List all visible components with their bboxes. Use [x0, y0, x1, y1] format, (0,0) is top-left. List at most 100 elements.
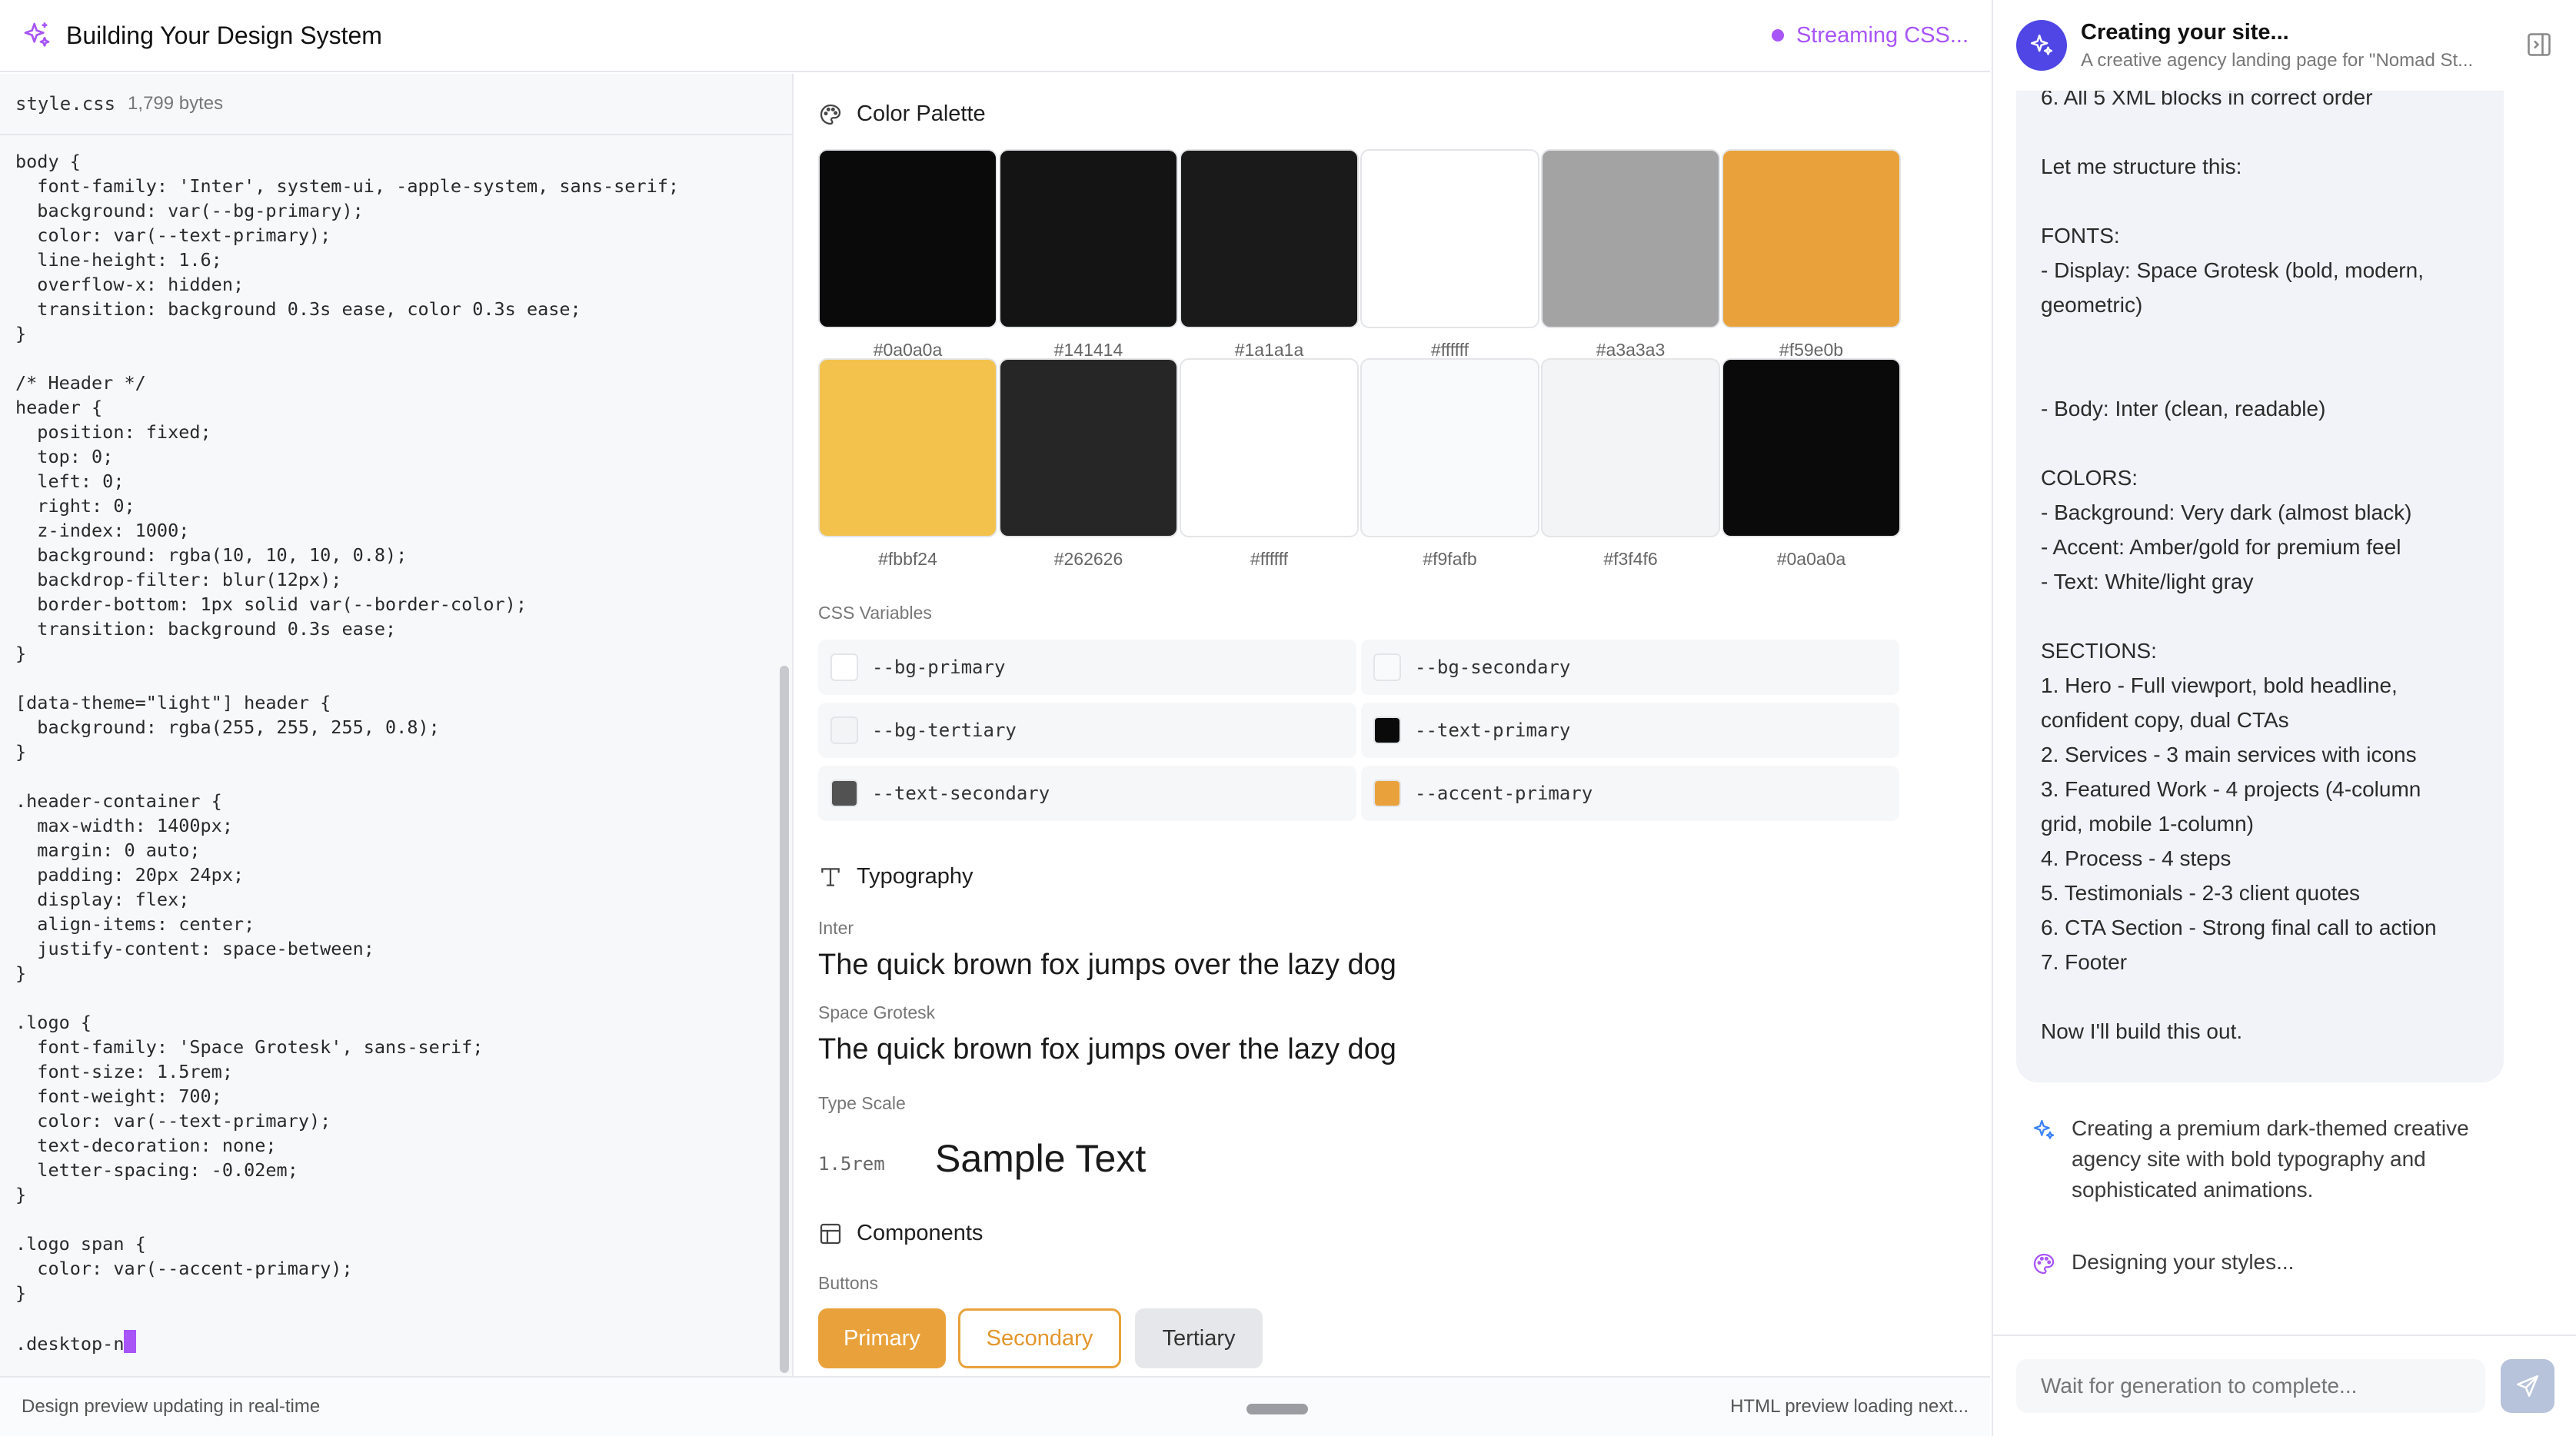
color-palette-heading: Color Palette: [818, 101, 986, 127]
buttons-label: Buttons: [818, 1273, 878, 1293]
code-editor[interactable]: body { font-family: 'Inter', system-ui, …: [15, 149, 769, 1356]
design-preview-pane: Color Palette #0a0a0a #141414 #1a1a1a #ffff…: [795, 74, 1990, 1376]
color-swatch[interactable]: [1541, 149, 1720, 328]
chat-input[interactable]: [2016, 1359, 2485, 1413]
send-icon: [2516, 1375, 2539, 1398]
message-line: - Accent: Amber/gold for premium feel: [2041, 535, 2401, 559]
swatch-hex-label: #f3f4f6: [1603, 549, 1658, 569]
swatch-hex-label: #a3a3a3: [1596, 340, 1666, 360]
streaming-status: Streaming CSS...: [1771, 22, 1969, 48]
variable-name: --bg-tertiary: [872, 720, 1017, 741]
status-message-text: Creating a premium dark-themed creative …: [2072, 1116, 2469, 1202]
css-variable-row: --accent-primary: [1361, 766, 1899, 821]
message-line: [2041, 115, 2479, 149]
color-swatch[interactable]: [1722, 358, 1901, 537]
color-swatch[interactable]: [1180, 149, 1359, 328]
sparkles-icon: [2030, 34, 2053, 55]
color-swatch[interactable]: [999, 149, 1178, 328]
message-line: [2041, 599, 2479, 633]
color-swatch[interactable]: [818, 149, 997, 328]
color-swatch[interactable]: [1541, 358, 1720, 537]
message-line: 5. Testimonials - 2-3 client quotes: [2041, 881, 2361, 905]
status-text: Streaming CSS...: [1796, 22, 1969, 48]
message-line: - Text: White/light gray: [2041, 570, 2254, 593]
message-line: - Display: Space Grotesk (bold, modern,: [2041, 258, 2424, 282]
layout-icon: [820, 1223, 841, 1244]
sparkles-icon: [2033, 1119, 2055, 1139]
type-scale-key: 1.5rem: [818, 1153, 885, 1175]
resize-handle[interactable]: [1246, 1404, 1308, 1414]
message-line: [2041, 979, 2479, 1014]
font-sample-space-grotesk: The quick brown fox jumps over the lazy …: [818, 1033, 1396, 1065]
css-variable-row: --text-secondary: [818, 766, 1356, 821]
footer-right-status: HTML preview loading next...: [1730, 1396, 1969, 1417]
color-swatch[interactable]: [1360, 358, 1539, 537]
css-variable-row: --text-primary: [1361, 703, 1899, 758]
css-variables-label: CSS Variables: [818, 603, 932, 623]
swatch-hex-label: #f59e0b: [1779, 340, 1844, 360]
secondary-button[interactable]: Secondary: [958, 1308, 1121, 1368]
status-message: Creating a premium dark-themed creative …: [2032, 1113, 2524, 1205]
file-name: style.css: [15, 93, 116, 115]
message-line: - Background: Very dark (almost black): [2041, 500, 2412, 524]
variable-color-chip: [1373, 779, 1401, 807]
color-swatch[interactable]: [1180, 358, 1359, 537]
type-scale-label: Type Scale: [818, 1093, 906, 1113]
top-bar: Building Your Design System Streaming CS…: [0, 0, 1990, 72]
message-line: [2041, 184, 2479, 218]
message-line: - Body: Inter (clean, readable): [2041, 397, 2326, 420]
message-line: confident copy, dual CTAs: [2041, 708, 2289, 732]
swatch-hex-label: #0a0a0a: [1776, 549, 1846, 569]
chat-input-area: [1993, 1335, 2576, 1436]
chat-title: Creating your site...: [2081, 19, 2289, 45]
typography-heading: Typography: [818, 864, 973, 889]
message-line: [2041, 426, 2479, 460]
color-swatch[interactable]: [999, 358, 1178, 537]
message-line: 4. Process - 4 steps: [2041, 846, 2232, 870]
type-scale-sample: Sample Text: [935, 1137, 1147, 1180]
assistant-avatar: [2016, 20, 2067, 71]
color-swatch[interactable]: [818, 358, 997, 537]
styles-message-text: Designing your styles...: [2072, 1250, 2295, 1274]
variable-color-chip: [1373, 653, 1401, 681]
type-icon: [821, 867, 840, 886]
code-scrollbar[interactable]: [780, 666, 789, 1373]
message-line: SECTIONS:: [2041, 639, 2157, 663]
file-bar: style.css 1,799 bytes: [0, 74, 792, 135]
primary-button[interactable]: Primary: [818, 1308, 946, 1368]
collapse-panel-icon[interactable]: [2525, 31, 2553, 58]
palette-icon: [2033, 1253, 2055, 1275]
message-line: 1. Hero - Full viewport, bold headline,: [2041, 673, 2398, 697]
color-swatch[interactable]: [1360, 149, 1539, 328]
file-size: 1,799 bytes: [128, 93, 224, 114]
variable-color-chip: [830, 779, 858, 807]
color-swatch[interactable]: [1722, 149, 1901, 328]
swatch-hex-label: #1a1a1a: [1234, 340, 1304, 360]
message-line: 2. Services - 3 main services with icons: [2041, 743, 2417, 766]
message-line: 6. CTA Section - Strong final call to ac…: [2041, 916, 2437, 939]
swatch-hex-label: #262626: [1053, 549, 1123, 569]
message-line: 7. Footer: [2041, 950, 2128, 974]
send-button[interactable]: [2501, 1359, 2554, 1413]
app-main: Building Your Design System Streaming CS…: [0, 0, 1990, 1417]
message-line: [2041, 322, 2479, 357]
tertiary-button[interactable]: Tertiary: [1135, 1308, 1263, 1368]
code-text: body { font-family: 'Inter', system-ui, …: [15, 151, 680, 1355]
message-line: COLORS:: [2041, 466, 2138, 490]
sparkles-icon: [24, 22, 50, 47]
status-dot: [1771, 29, 1784, 42]
swatch-hex-label: #0a0a0a: [873, 340, 943, 360]
css-variable-row: --bg-primary: [818, 640, 1356, 695]
chat-subtitle: A creative agency landing page for "Noma…: [2081, 49, 2474, 71]
variable-color-chip: [830, 653, 858, 681]
typing-cursor: [124, 1330, 137, 1353]
message-line: geometric): [2041, 293, 2143, 317]
chat-header-text: Creating your site... A creative agency …: [2081, 20, 2496, 71]
message-line: FONTS:: [2041, 224, 2120, 248]
chat-panel: 6. All 5 XML blocks in correct order Let…: [1992, 0, 2576, 1436]
swatch-hex-label: #141414: [1053, 340, 1123, 360]
font-name-inter: Inter: [818, 918, 854, 938]
code-pane[interactable]: style.css 1,799 bytes body { font-family…: [0, 74, 794, 1376]
variable-name: --bg-primary: [872, 657, 1006, 678]
css-variable-row: --bg-tertiary: [818, 703, 1356, 758]
